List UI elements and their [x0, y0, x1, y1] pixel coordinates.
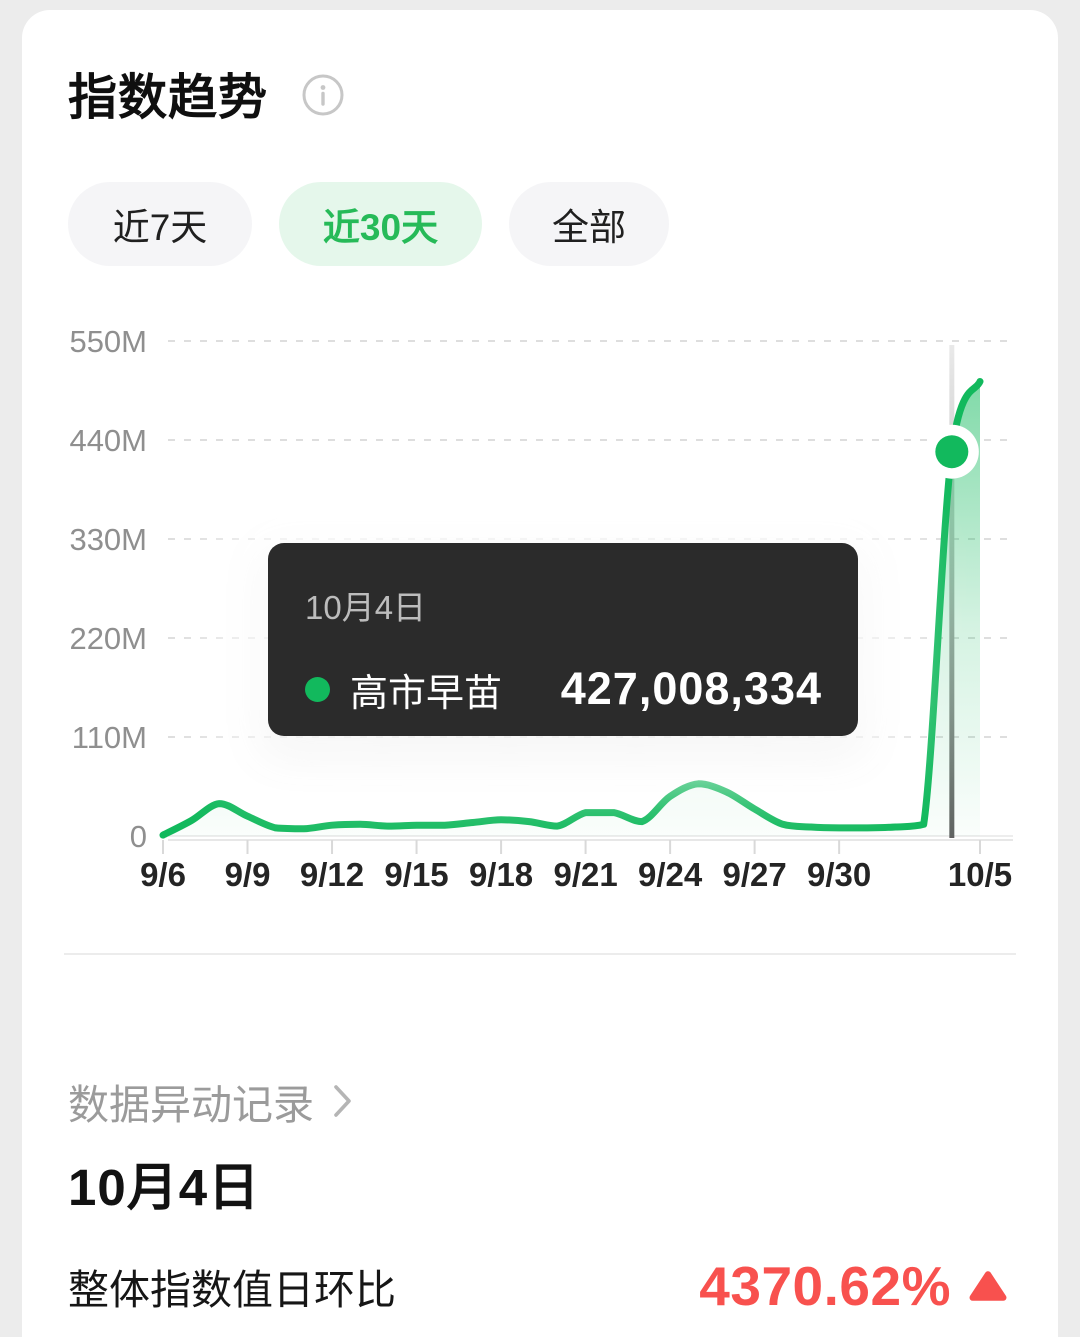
tooltip-value: 427,008,334 — [560, 663, 822, 714]
page-title: 指数趋势 — [68, 71, 269, 125]
y-axis-label: 110M — [72, 720, 147, 755]
x-axis-label: 9/18 — [469, 856, 533, 893]
x-axis-label: 9/30 — [807, 856, 871, 893]
up-triangle-icon — [969, 1271, 1007, 1301]
y-axis-label: 440M — [69, 423, 147, 458]
y-axis-label: 550M — [69, 324, 147, 359]
detail-date-title: 10月4日 — [68, 1159, 261, 1216]
tab-last-7-days[interactable]: 近7天 — [68, 182, 252, 266]
index-trend-chart[interactable]: 550M 440M 330M 220M 110M 0 9/6 9/9 9/12 9/15 9/18 9… — [0, 300, 1080, 950]
y-axis-label: 0 — [130, 819, 147, 854]
anomaly-records-link[interactable]: 数据异动记录 — [68, 1075, 354, 1128]
x-axis-label: 9/24 — [638, 856, 703, 893]
x-axis-label: 9/12 — [300, 856, 364, 893]
x-axis-label: 9/9 — [225, 856, 271, 893]
date-range-tabs: 近7天 近30天 全部 — [68, 182, 669, 266]
y-axis-label: 330M — [69, 522, 147, 557]
tab-label: 近7天 — [112, 207, 208, 248]
chevron-right-icon — [334, 1085, 351, 1117]
tab-all[interactable]: 全部 — [509, 182, 669, 266]
x-axis-label: 9/21 — [553, 856, 617, 893]
series-dot-icon — [305, 676, 330, 702]
highlighted-point-marker[interactable] — [935, 435, 969, 469]
section-divider — [64, 953, 1016, 955]
metric-label: 整体指数值日环比 — [68, 1267, 396, 1313]
metric-value: 4370.62% — [699, 1255, 951, 1317]
x-axis-label: 9/27 — [723, 856, 787, 893]
x-axis-label: 10/5 — [948, 856, 1012, 893]
metric-value-group: 4370.62% — [699, 1254, 1007, 1318]
x-axis-label: 9/15 — [384, 856, 448, 893]
series-line — [159, 378, 984, 839]
chart-tooltip: 10月4日 高市早苗 427,008,334 — [268, 543, 858, 736]
trend-chart-svg[interactable]: 550M 440M 330M 220M 110M 09/6 9/9 9/12 9/15 9/18 9… — [0, 300, 1080, 950]
anomaly-records-label: 数据异动记录 — [68, 1082, 314, 1128]
metric-row: 整体指数值日环比 4370.62% — [68, 1254, 1007, 1318]
tooltip-date: 10月4日 — [305, 589, 427, 626]
tooltip-series-name: 高市早苗 — [350, 672, 503, 715]
info-icon[interactable] — [301, 73, 345, 117]
tab-label: 全部 — [552, 207, 626, 248]
tooltip-series-row: 高市早苗 427,008,334 — [305, 661, 822, 717]
tab-last-30-days[interactable]: 近30天 — [279, 182, 482, 266]
tab-label: 近30天 — [322, 207, 439, 248]
x-axis-label: 9/6 — [140, 856, 186, 893]
y-axis-label: 220M — [69, 621, 147, 656]
